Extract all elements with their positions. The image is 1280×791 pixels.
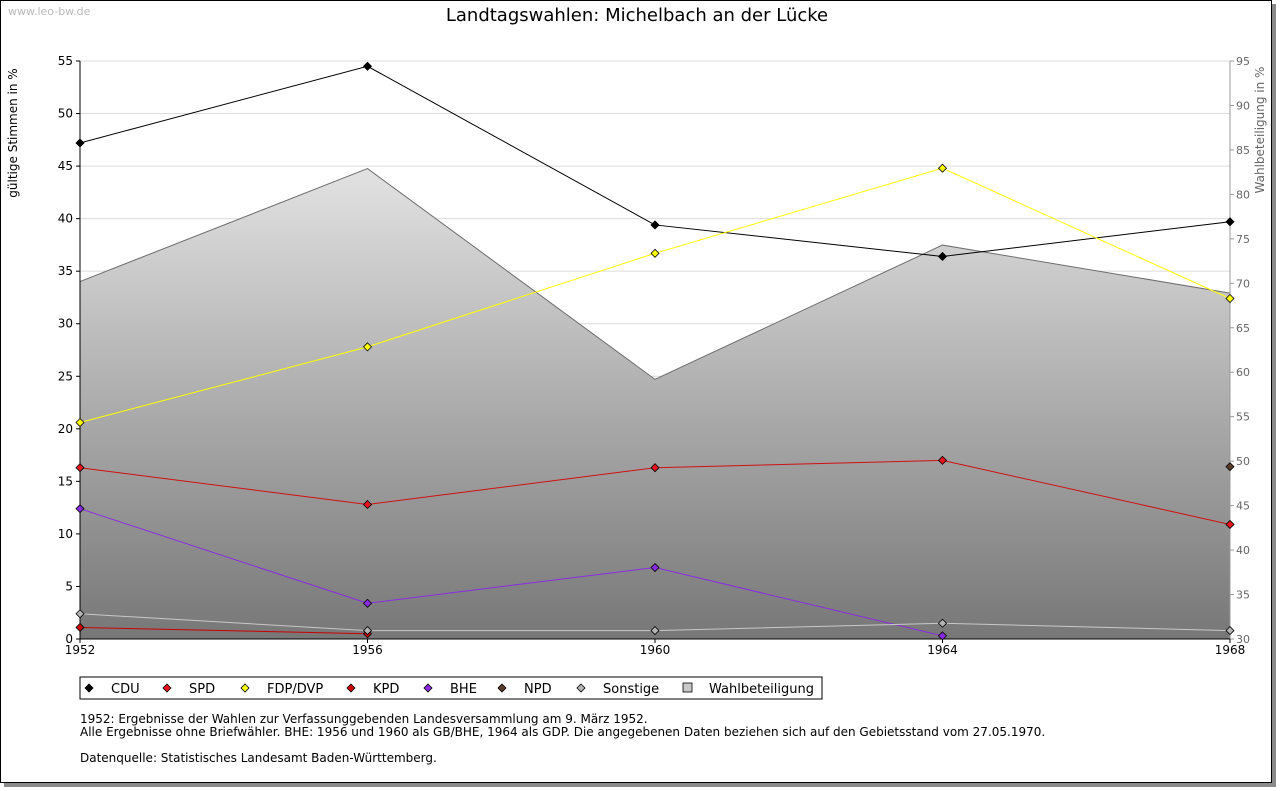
legend-marker <box>240 683 250 693</box>
legend-marker <box>346 683 356 693</box>
y2-tick-label: 95 <box>1236 55 1250 68</box>
data-point-spd <box>650 463 660 473</box>
legend-label: CDU <box>111 682 140 697</box>
data-point-bhe <box>75 504 85 514</box>
legend-marker <box>162 683 172 693</box>
y2-tick-label: 45 <box>1236 500 1250 513</box>
y-tick-label: 25 <box>58 369 73 383</box>
y2-tick-label: 75 <box>1236 233 1250 246</box>
series-markers <box>75 61 1235 641</box>
footnote-1952: 1952: Ergebnisse der Wahlen zur Verfassu… <box>80 712 648 726</box>
series-line-bhe <box>79 508 943 637</box>
data-point-npd <box>1225 462 1235 472</box>
legend-marker <box>576 683 586 693</box>
data-point-fdp-dvp <box>937 163 948 173</box>
y-tick-label: 30 <box>58 317 73 331</box>
x-tick-label: 1968 <box>1215 643 1246 657</box>
data-point-sonstige <box>75 609 85 619</box>
y-tick-label: 55 <box>58 54 73 68</box>
y2-tick-label: 50 <box>1236 455 1250 468</box>
data-point-spd <box>362 499 373 510</box>
turnout-area <box>80 168 1230 639</box>
y2-tick-label: 70 <box>1236 277 1250 290</box>
legend-marker <box>423 683 433 693</box>
y2-tick-label: 40 <box>1236 544 1250 557</box>
data-point-kpd <box>75 622 85 633</box>
y-tick-label: 40 <box>58 212 73 226</box>
y-tick-label: 0 <box>65 632 73 646</box>
y2-tick-label: 90 <box>1236 99 1250 112</box>
footnotes: 1952: Ergebnisse der Wahlen zur Verfassu… <box>80 713 1045 765</box>
legend-label: KPD <box>373 682 399 697</box>
y-axis-label: gültige Stimmen in % <box>6 68 20 197</box>
data-point-bhe <box>650 562 660 573</box>
x-tick-label: 1952 <box>65 643 96 657</box>
y-tick-label: 50 <box>58 107 73 121</box>
data-point-fdp-dvp <box>650 248 660 258</box>
data-source: Datenquelle: Statistisches Landesamt Bad… <box>80 751 437 765</box>
y2-tick-label: 30 <box>1236 633 1250 646</box>
turnout-line <box>79 168 1231 380</box>
y2-tick-label: 60 <box>1236 366 1250 379</box>
watermark: www.leo-bw.de <box>8 5 91 18</box>
legend-box <box>79 676 823 700</box>
footnote-general: Alle Ergebnisse ohne Briefwähler. BHE: 1… <box>80 725 1046 739</box>
legend-label: BHE <box>450 682 477 697</box>
legend-label: Wahlbeteiligung <box>709 682 814 697</box>
data-point-fdp-dvp <box>1225 293 1235 304</box>
data-point-sonstige <box>937 618 948 628</box>
data-point-bhe <box>362 598 373 608</box>
y-tick-label: 20 <box>58 422 73 436</box>
data-point-cdu <box>937 251 948 262</box>
data-point-cdu <box>650 220 660 230</box>
data-point-fdp-dvp <box>362 342 373 352</box>
data-point-sonstige <box>362 626 373 636</box>
series-line-kpd <box>79 626 368 635</box>
legend-marker <box>497 683 507 693</box>
legend-label: FDP/DVP <box>267 682 323 697</box>
x-tick-label: 1956 <box>352 643 383 657</box>
y-tick-label: 5 <box>65 579 73 593</box>
data-point-cdu <box>362 61 373 71</box>
y2-tick-label: 55 <box>1236 411 1250 424</box>
data-point-spd <box>75 463 85 473</box>
legend-marker <box>84 683 94 693</box>
axis-ticks: 0 5 10 15 20 25 30 35 40 45 50 55 30 35 40 45 50 55 60 65 70… <box>58 54 1250 657</box>
x-tick-label: 1960 <box>640 643 671 657</box>
legend-label: Sonstige <box>603 682 659 697</box>
turnout-area-layer <box>79 168 1231 639</box>
data-point-spd <box>937 455 948 465</box>
y2-tick-label: 80 <box>1236 188 1250 201</box>
chart-title: Landtagswahlen: Michelbach an der Lücke <box>446 5 828 26</box>
y-tick-label: 45 <box>58 159 73 173</box>
data-point-sonstige <box>1225 626 1235 636</box>
data-point-spd <box>1225 519 1235 530</box>
y2-tick-label: 85 <box>1236 144 1250 157</box>
data-point-sonstige <box>650 626 660 636</box>
y2-axis-label: Wahlbeteiligung in % <box>1253 67 1267 194</box>
legend-label: NPD <box>524 682 552 697</box>
legend-label: SPD <box>189 682 215 697</box>
y2-tick-label: 35 <box>1236 589 1250 602</box>
data-point-cdu <box>75 138 85 148</box>
y2-tick-label: 65 <box>1236 322 1250 335</box>
legend-marker <box>682 682 693 693</box>
legend: CDU SPD FDP/DVP KPD BHE NPD Sonstige Wahlbeteil… <box>79 676 823 700</box>
data-point-fdp-dvp <box>75 417 85 428</box>
y-tick-label: 35 <box>58 264 73 278</box>
data-point-cdu <box>1225 217 1235 227</box>
y-tick-label: 15 <box>58 474 73 488</box>
x-tick-label: 1964 <box>927 643 958 657</box>
y-tick-label: 10 <box>58 527 73 541</box>
